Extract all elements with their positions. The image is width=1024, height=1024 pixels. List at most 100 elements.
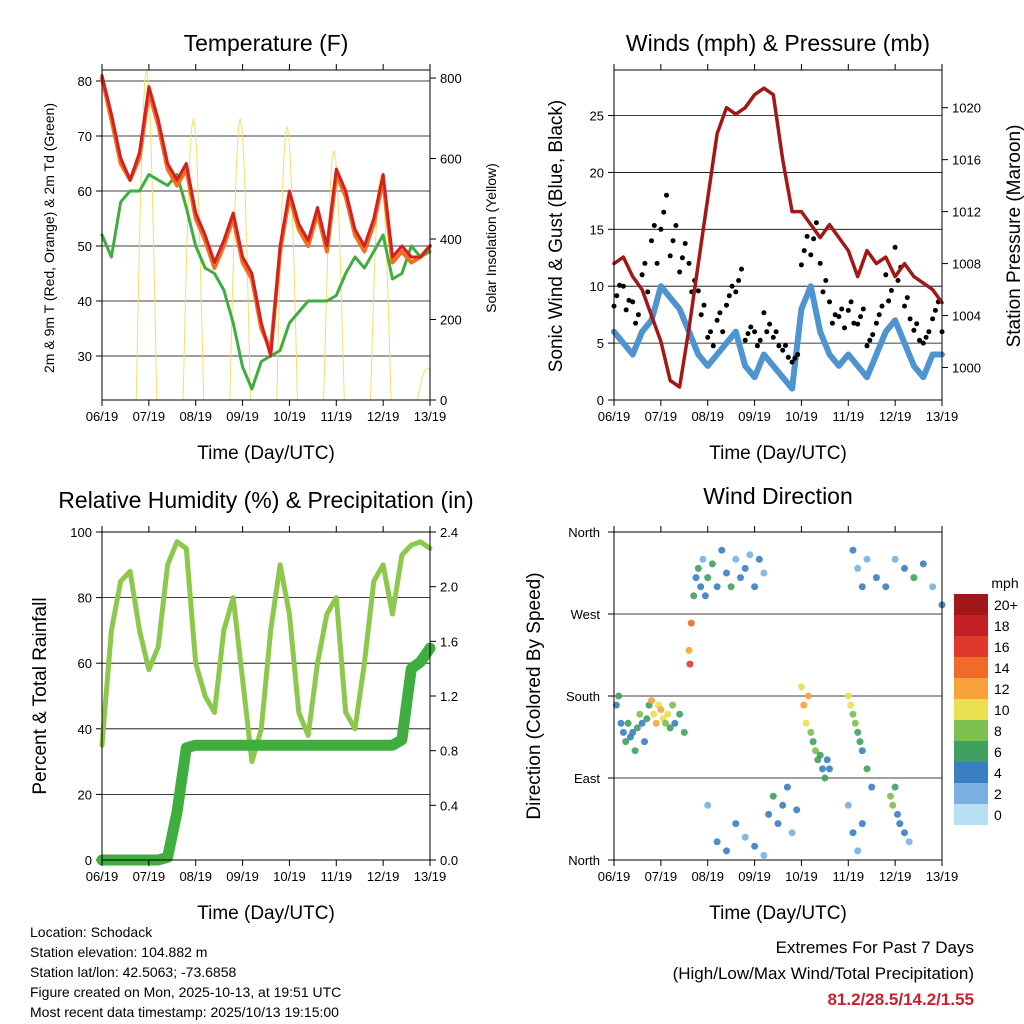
humidity-ylabel: Percent & Total Rainfall	[30, 597, 51, 794]
gust-point	[932, 307, 938, 313]
gust-point	[923, 334, 929, 340]
relative-humidity-line	[99, 539, 433, 765]
gust-point	[649, 238, 654, 244]
gust-point	[792, 355, 798, 361]
direction-point	[741, 833, 749, 841]
gust-point	[767, 321, 773, 327]
direction-point	[636, 710, 644, 718]
direction-ytick-label: East	[574, 771, 600, 786]
gust-point	[724, 302, 729, 308]
gust-point	[726, 293, 732, 299]
direction-point	[662, 719, 669, 727]
direction-point	[894, 810, 901, 818]
colorbar-swatch	[954, 720, 988, 741]
temp-2m-line	[100, 74, 432, 358]
gust-point	[907, 316, 913, 322]
direction-point	[694, 564, 702, 572]
direction-point	[692, 574, 700, 582]
solar-ylabel: Solar Insolation (Yellow)	[483, 163, 499, 313]
direction-point	[622, 738, 630, 746]
direction-point	[760, 569, 768, 577]
direction-point	[633, 724, 641, 732]
dir-xtick-label: 06/19	[598, 869, 631, 884]
direction-point	[901, 564, 908, 572]
direction-point	[676, 710, 684, 718]
direction-point	[615, 692, 623, 700]
gust-point	[904, 295, 910, 301]
direction-point	[760, 851, 768, 859]
gust-point	[667, 253, 673, 259]
solar-insolation-peak	[416, 367, 431, 401]
gust-point	[682, 241, 688, 246]
latlon-text: Station lat/lon: 42.5063; -73.6858	[30, 964, 237, 980]
gust-point	[888, 288, 894, 293]
direction-point	[905, 838, 913, 846]
dir-xtick-label: 12/19	[879, 869, 912, 884]
direction-point	[863, 765, 871, 773]
dewpoint-line	[100, 173, 432, 391]
direction-point	[638, 719, 646, 727]
gust-point	[785, 354, 791, 360]
winds-xlabel: Time (Day/UTC)	[709, 443, 847, 464]
direction-point	[713, 838, 721, 846]
wind-xtick-label: 06/19	[598, 409, 631, 424]
direction-point	[847, 701, 855, 709]
colorbar-label: 20+	[994, 597, 1018, 613]
gust-point	[645, 289, 651, 295]
rh-xtick-label: 06/19	[86, 869, 119, 884]
temp-xtick-label: 09/19	[226, 409, 259, 424]
gust-point	[836, 314, 842, 320]
direction-point	[823, 756, 831, 764]
station-info: Location: Schodack Station elevation: 10…	[30, 922, 341, 1022]
gust-point	[895, 278, 901, 283]
direction-point	[746, 551, 754, 559]
wind-xtick-label: 09/19	[738, 409, 771, 424]
solar-insolation-peak	[229, 118, 251, 401]
gust-point	[623, 307, 629, 313]
temp-ytick-label: 30	[78, 349, 92, 364]
direction-point	[732, 555, 740, 563]
gust-point	[748, 324, 754, 330]
gust-point	[780, 347, 786, 353]
elevation-text: Station elevation: 104.882 m	[30, 944, 208, 960]
direction-point	[868, 783, 876, 791]
direction-point	[687, 619, 695, 627]
direction-point	[854, 564, 862, 572]
rh-ytick-label: 100	[70, 525, 92, 540]
direction-point	[774, 820, 782, 828]
gust-point	[804, 233, 810, 239]
direction-point	[826, 765, 833, 773]
gust-point	[879, 303, 885, 309]
gust-point	[811, 236, 817, 242]
direction-point	[686, 660, 694, 668]
pressure-line	[612, 86, 944, 389]
direction-point	[882, 583, 890, 591]
direction-ytick-label: North	[568, 853, 600, 868]
solar-insolation-peak	[323, 150, 345, 401]
gust-point	[820, 289, 826, 295]
direction-point	[685, 646, 693, 654]
gust-point	[776, 343, 782, 349]
gust-point	[677, 269, 683, 275]
extremes-values: 81.2/28.5/14.2/1.55	[827, 990, 974, 1009]
temp-xtick-label: 10/19	[273, 409, 306, 424]
direction-point	[732, 820, 740, 828]
direction-point	[896, 820, 904, 828]
wind-ytick-label: 0	[597, 393, 604, 408]
gust-point	[801, 248, 807, 254]
gust-point	[867, 337, 873, 343]
solar-ytick-right-label: 200	[440, 313, 462, 328]
gust-point	[829, 320, 835, 326]
rain-ytick-right-label: 2.0	[440, 580, 458, 595]
direction-point	[671, 719, 679, 727]
temp-ytick-label: 70	[78, 129, 92, 144]
temperature-xlabel: Time (Day/UTC)	[197, 443, 335, 464]
gust-point	[673, 223, 679, 228]
direction-point	[858, 583, 866, 591]
gust-point	[720, 329, 726, 335]
direction-point	[891, 783, 899, 791]
dir-xtick-label: 13/19	[926, 869, 959, 884]
colorbar-label: 18	[994, 618, 1010, 634]
direction-point	[704, 801, 712, 809]
gust-point	[848, 299, 854, 305]
